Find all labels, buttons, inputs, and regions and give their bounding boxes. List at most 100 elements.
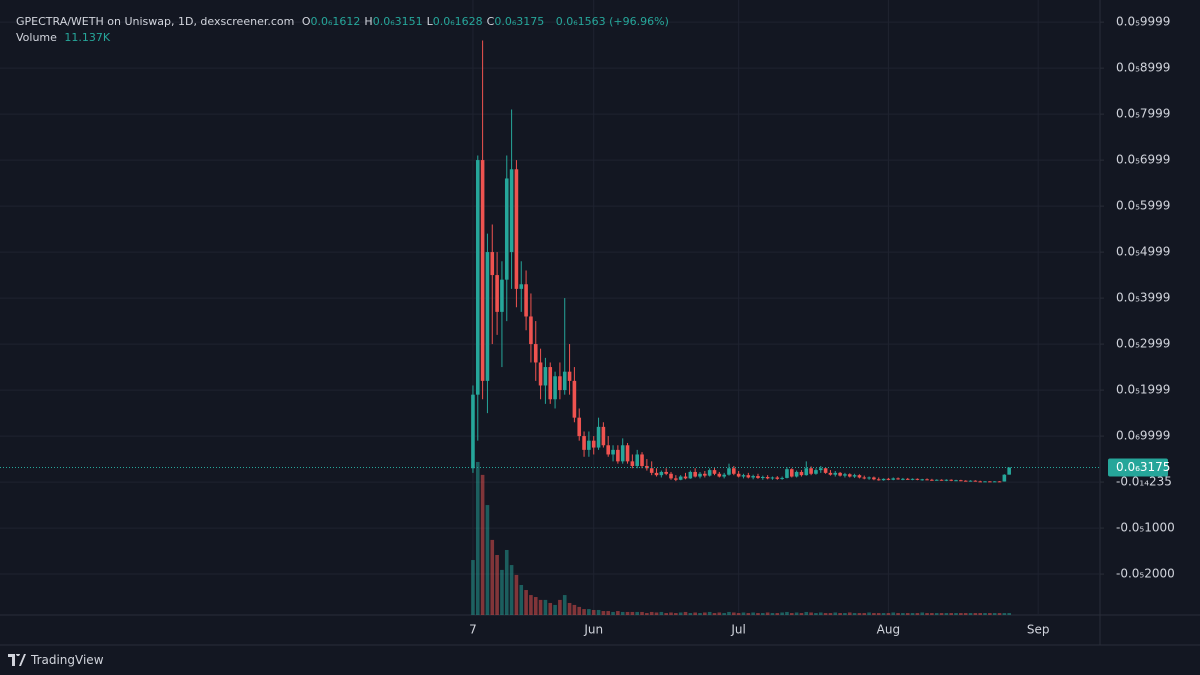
volume-bar bbox=[818, 612, 823, 615]
volume-bar bbox=[562, 595, 567, 615]
candle-body bbox=[862, 477, 867, 479]
volume-bar bbox=[843, 613, 847, 615]
volume-bar bbox=[770, 613, 775, 615]
candle-body bbox=[654, 472, 659, 476]
candle-body bbox=[789, 469, 794, 477]
ohlc-value: 0.0₆3151 bbox=[372, 15, 423, 28]
volume-bar bbox=[963, 613, 968, 615]
volume-bar bbox=[678, 612, 683, 615]
y-tick-label: 0.0₅1999 bbox=[1116, 383, 1170, 397]
volume-bar bbox=[717, 612, 722, 615]
candle-body bbox=[794, 471, 799, 477]
volume-bar bbox=[529, 595, 533, 615]
volume-bar bbox=[746, 613, 751, 615]
volume-bar bbox=[640, 611, 644, 615]
candle-body bbox=[910, 478, 915, 480]
candle-body bbox=[678, 476, 683, 480]
volume-bar bbox=[538, 599, 543, 615]
volume-bar bbox=[804, 611, 809, 615]
candle-body bbox=[872, 477, 876, 480]
candle-body bbox=[630, 461, 635, 466]
logo bbox=[8, 654, 26, 666]
candle-body bbox=[741, 475, 746, 477]
candle-body bbox=[562, 371, 567, 391]
candle-body bbox=[963, 480, 968, 482]
volume-bar bbox=[495, 555, 499, 615]
volume-bar bbox=[973, 613, 978, 615]
volume-bar bbox=[761, 613, 765, 615]
volume-bar bbox=[944, 613, 949, 615]
volume-bar bbox=[814, 613, 818, 615]
candle-body bbox=[727, 468, 731, 475]
ohlc-value: 0.0₆3175 bbox=[494, 15, 545, 28]
volume-bar bbox=[930, 613, 934, 615]
volume-bar bbox=[630, 611, 635, 615]
volume-bar bbox=[775, 613, 780, 615]
volume-bar bbox=[596, 609, 601, 615]
volume-bar bbox=[939, 613, 944, 615]
volume-bar bbox=[920, 612, 925, 615]
volume-bar bbox=[712, 613, 717, 615]
candle-body bbox=[504, 178, 509, 280]
ohlc-key: H bbox=[364, 15, 373, 28]
candle-body bbox=[761, 477, 765, 479]
candle-body bbox=[732, 468, 736, 474]
candle-body bbox=[876, 479, 881, 481]
y-tick-label: -0.0₅2000 bbox=[1116, 567, 1175, 581]
candle-body bbox=[983, 481, 987, 483]
volume-bar bbox=[736, 613, 741, 615]
candle-body bbox=[934, 479, 939, 481]
volume-bar bbox=[591, 609, 596, 615]
volume-bar bbox=[722, 613, 726, 615]
candle-body bbox=[519, 284, 524, 289]
candle-body bbox=[814, 470, 818, 474]
candle-body bbox=[746, 475, 751, 478]
candle-body bbox=[988, 481, 992, 483]
candle-body bbox=[968, 480, 973, 482]
volume-bar bbox=[978, 613, 982, 615]
volume-bar bbox=[785, 611, 789, 615]
y-tick-label: -0.0₅1000 bbox=[1116, 521, 1175, 535]
candle-body bbox=[978, 481, 982, 483]
volume-value: 11.137K bbox=[64, 31, 111, 44]
candle-body bbox=[785, 469, 789, 478]
volume-bar bbox=[703, 612, 707, 615]
volume-bar bbox=[997, 613, 1002, 615]
volume-bar bbox=[577, 606, 582, 615]
candle-body bbox=[688, 471, 693, 479]
candle-body bbox=[780, 477, 784, 479]
candle-body bbox=[804, 468, 809, 476]
volume-bar bbox=[611, 611, 615, 615]
candle-body bbox=[659, 471, 664, 476]
volume-bar bbox=[524, 590, 528, 615]
volume-bar bbox=[475, 461, 480, 615]
candle-body bbox=[669, 473, 673, 479]
candle-body bbox=[596, 426, 601, 448]
volume-bar bbox=[693, 612, 697, 615]
candle-body bbox=[480, 160, 485, 381]
volume-bar bbox=[901, 613, 905, 615]
candle-body bbox=[533, 344, 538, 363]
volume-bar bbox=[587, 609, 591, 615]
volume-bar bbox=[867, 612, 871, 615]
volume-layer bbox=[471, 461, 1011, 615]
candle-body bbox=[703, 473, 707, 476]
volume-bar bbox=[905, 613, 910, 615]
volume-bar bbox=[959, 613, 963, 615]
candle-body bbox=[901, 478, 905, 480]
y-tick-label: 0.0₅5999 bbox=[1116, 199, 1170, 213]
candle-body bbox=[707, 470, 712, 476]
volume-bar bbox=[558, 599, 562, 615]
candle-body bbox=[775, 477, 780, 479]
volume-bar bbox=[490, 539, 495, 615]
candle-body bbox=[809, 468, 813, 474]
volume-bar bbox=[896, 613, 900, 615]
candle-body bbox=[765, 477, 770, 479]
candle-body bbox=[712, 470, 717, 474]
volume-bar bbox=[852, 613, 857, 615]
candle-body bbox=[625, 445, 630, 462]
volume-bar bbox=[582, 609, 586, 615]
candle-body bbox=[616, 449, 620, 462]
